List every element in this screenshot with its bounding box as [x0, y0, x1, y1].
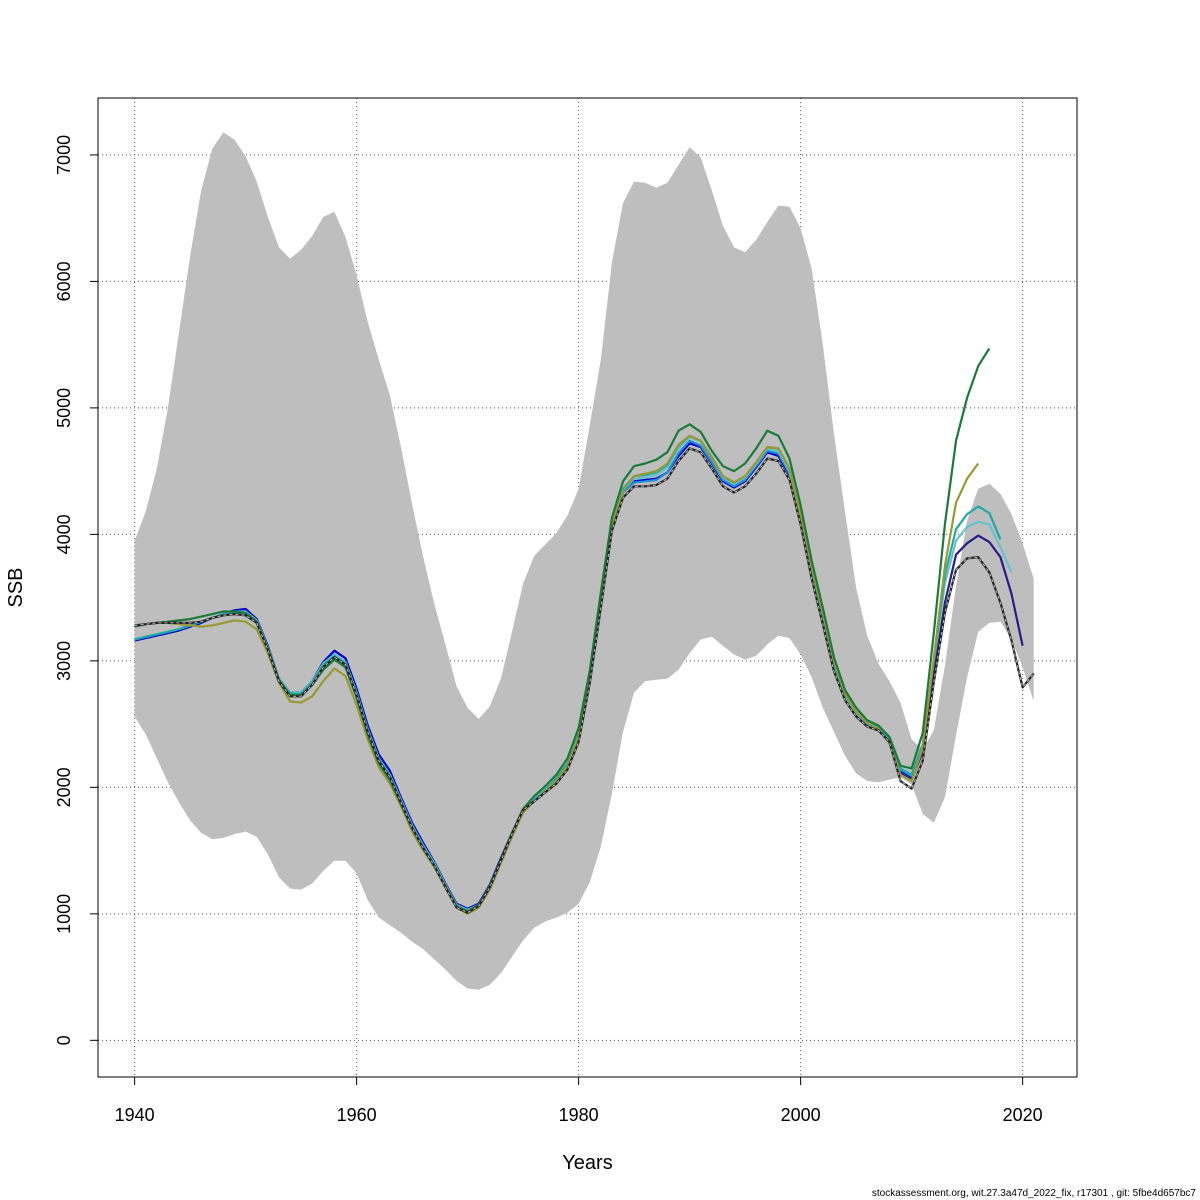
- x-axis-title: Years: [562, 1152, 612, 1174]
- y-tick-label: 2000: [54, 767, 74, 807]
- y-tick-label: 7000: [54, 135, 74, 175]
- x-tick-label: 1980: [559, 1105, 599, 1125]
- x-tick-label: 1940: [115, 1105, 155, 1125]
- y-tick-label: 3000: [54, 641, 74, 681]
- x-tick-label: 1960: [337, 1105, 377, 1125]
- y-tick-label: 0: [54, 1035, 74, 1045]
- y-tick-label: 1000: [54, 894, 74, 934]
- footer-note: stockassessment.org, wit.27.3a47d_2022_f…: [872, 1188, 1197, 1199]
- y-tick-label: 6000: [54, 261, 74, 301]
- series-lines: [134, 347, 1035, 915]
- confidence-band: [134, 132, 1034, 990]
- series-line-7-dash: [134, 447, 1035, 914]
- x-tick-label: 2000: [781, 1105, 821, 1125]
- y-tick-label: 5000: [54, 388, 74, 428]
- y-axis-title: SSB: [5, 567, 27, 607]
- axes: 1940 1960 1980 2000 2020 0 1000 2000 3000 4000 500…: [54, 135, 1043, 1125]
- x-tick-label: 2020: [1003, 1105, 1043, 1125]
- y-tick-label: 4000: [54, 514, 74, 554]
